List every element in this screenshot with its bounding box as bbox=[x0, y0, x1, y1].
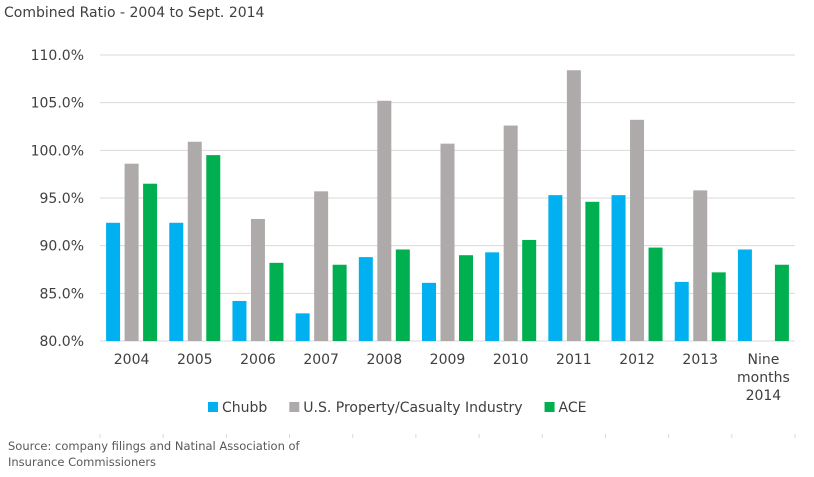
x-tick-label: 2005 bbox=[177, 352, 213, 368]
bar-chubb-5 bbox=[422, 282, 436, 341]
bar-chubb-7 bbox=[548, 195, 563, 341]
x-tick-label: 2008 bbox=[366, 352, 402, 368]
bar-u-s-property-casualty-industry-3 bbox=[314, 191, 329, 341]
bar-chubb-1 bbox=[169, 222, 184, 341]
x-tick-label: 2012 bbox=[619, 352, 655, 368]
chart-title: Combined Ratio - 2004 to Sept. 2014 bbox=[4, 5, 265, 21]
x-axis-ticks: 2004 2005 2006 2007 2008 2009 2010 2011 2012 2013… bbox=[99, 352, 796, 438]
y-tick-label: 85.0% bbox=[40, 286, 84, 302]
bar-chubb-10 bbox=[737, 249, 752, 341]
bar-ace-8 bbox=[648, 247, 663, 341]
legend-swatch-ace bbox=[544, 402, 555, 412]
y-tick-label: 90.0% bbox=[40, 239, 84, 255]
bar-chubb-3 bbox=[295, 313, 310, 341]
x-tick-label: 2013 bbox=[682, 352, 718, 368]
bar-ace-7 bbox=[585, 201, 600, 341]
legend-label: Chubb bbox=[222, 400, 267, 416]
bar-u-s-property-casualty-industry-9 bbox=[693, 190, 708, 341]
bar-u-s-property-casualty-industry-8 bbox=[630, 119, 645, 342]
bar-chubb-2 bbox=[232, 300, 247, 341]
y-tick-label: 95.0% bbox=[40, 191, 84, 207]
bar-u-s-property-casualty-industry-7 bbox=[566, 70, 581, 342]
bars bbox=[106, 70, 789, 342]
bar-ace-2 bbox=[269, 262, 284, 341]
bar-ace-3 bbox=[332, 264, 347, 341]
y-axis-ticks: 80.0% 85.0% 90.0% 95.0% 100.0% 105.0% 110.0% bbox=[31, 48, 84, 350]
x-tick-label: 2006 bbox=[240, 352, 276, 368]
source-note: Source: company filings and Natinal Asso… bbox=[8, 439, 300, 469]
bar-ace-9 bbox=[711, 272, 726, 341]
bar-ace-1 bbox=[206, 155, 221, 341]
legend-swatch-chubb bbox=[208, 402, 218, 412]
bar-u-s-property-casualty-industry-1 bbox=[187, 141, 202, 341]
x-tick-label: 2009 bbox=[430, 352, 466, 368]
legend-label: U.S. Property/Casualty Industry bbox=[303, 400, 522, 416]
legend-label: ACE bbox=[559, 400, 587, 416]
bar-u-s-property-casualty-industry-0 bbox=[124, 163, 139, 341]
bar-chubb-4 bbox=[358, 257, 373, 341]
bar-chubb-0 bbox=[106, 222, 121, 341]
bar-u-s-property-casualty-industry-5 bbox=[440, 143, 455, 341]
x-tick-label: 2007 bbox=[303, 352, 339, 368]
x-tick-label: Nine months 2014 bbox=[737, 352, 790, 404]
y-tick-label: 80.0% bbox=[40, 334, 84, 350]
bar-chubb-9 bbox=[674, 281, 689, 341]
legend: Chubb U.S. Property/Casualty Industry ACE bbox=[208, 400, 587, 416]
bar-u-s-property-casualty-industry-6 bbox=[503, 125, 518, 342]
y-tick-label: 110.0% bbox=[31, 48, 84, 64]
legend-swatch-u-s-property-casualty-industry bbox=[289, 402, 300, 412]
bar-ace-5 bbox=[459, 255, 473, 341]
y-tick-label: 105.0% bbox=[31, 96, 84, 112]
bar-ace-6 bbox=[522, 239, 537, 341]
bar-ace-10 bbox=[774, 264, 789, 341]
x-tick-label: 2010 bbox=[493, 352, 529, 368]
x-tick-label: 2011 bbox=[556, 352, 592, 368]
bar-chubb-8 bbox=[611, 195, 626, 341]
bar-u-s-property-casualty-industry-2 bbox=[250, 218, 265, 341]
bar-u-s-property-casualty-industry-4 bbox=[377, 100, 392, 341]
bar-ace-0 bbox=[143, 183, 158, 341]
y-tick-label: 100.0% bbox=[31, 143, 84, 159]
bar-ace-4 bbox=[395, 249, 410, 341]
bar-chubb-6 bbox=[485, 252, 500, 341]
x-tick-label: 2004 bbox=[114, 352, 150, 368]
